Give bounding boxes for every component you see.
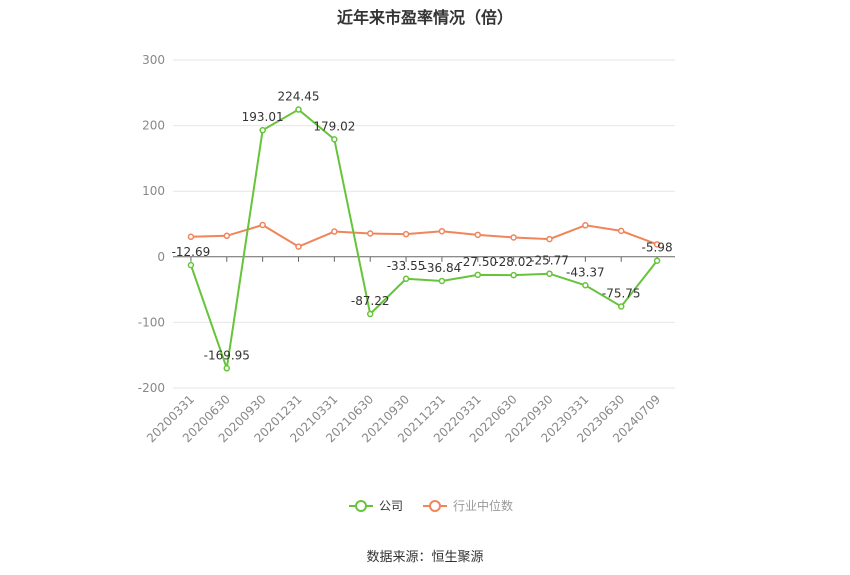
data-point	[546, 270, 553, 277]
data-point	[582, 222, 589, 229]
data-label: -33.55	[387, 259, 426, 273]
data-label: -28.02	[494, 255, 533, 269]
y-tick-label: 100	[142, 184, 165, 198]
chart-title: 近年来市盈率情况（倍）	[336, 8, 513, 27]
series-points	[187, 106, 661, 372]
series-lines	[189, 108, 658, 369]
data-point	[295, 106, 302, 113]
y-tick-label: -100	[138, 315, 165, 329]
data-point	[402, 230, 410, 238]
series-line	[189, 108, 658, 369]
data-point	[366, 310, 374, 318]
data-point	[331, 228, 338, 235]
legend-label: 公司	[379, 499, 403, 513]
data-point	[259, 126, 266, 134]
data-point	[223, 232, 231, 240]
y-axis-ticks: -200 -100 0 100 200 300	[138, 53, 165, 395]
data-point	[474, 271, 482, 279]
data-label: 179.02	[313, 119, 355, 133]
data-label: -43.37	[566, 265, 605, 279]
data-label: -87.22	[351, 294, 390, 308]
data-source: 数据来源：恒生聚源	[366, 550, 484, 565]
grid-lines	[173, 59, 675, 389]
legend-marker	[355, 500, 367, 512]
y-tick-label: -200	[138, 381, 165, 395]
y-tick-label: 200	[142, 119, 165, 133]
legend-marker	[429, 500, 441, 512]
data-label: -75.75	[602, 286, 641, 300]
data-point	[474, 231, 482, 239]
data-label: 193.01	[242, 110, 284, 124]
data-point	[653, 241, 661, 248]
data-point	[366, 230, 374, 237]
y-tick-label: 300	[142, 53, 165, 67]
series-line	[190, 223, 658, 248]
data-point	[438, 227, 446, 235]
data-label: -169.95	[204, 348, 250, 362]
data-point	[402, 275, 410, 283]
data-point	[223, 365, 231, 372]
y-tick-label: 0	[157, 250, 165, 264]
data-point	[438, 277, 446, 285]
data-point	[187, 233, 195, 241]
data-label: -25.77	[530, 254, 569, 268]
data-point	[259, 221, 266, 229]
data-point	[187, 261, 195, 269]
data-point	[295, 243, 302, 250]
data-point	[582, 282, 589, 289]
data-point	[546, 235, 553, 243]
data-label: -12.69	[172, 245, 211, 259]
data-point	[510, 271, 517, 279]
data-point	[510, 234, 517, 241]
data-labels: -12.69 -169.95 193.01 224.45 179.02 -87.22 -33…	[172, 90, 673, 363]
data-point	[653, 257, 661, 264]
data-point	[617, 227, 625, 235]
data-label: -5.98	[642, 241, 673, 255]
data-point	[617, 303, 625, 310]
data-point	[331, 136, 338, 143]
data-label: 224.45	[278, 90, 320, 104]
legend-label: 行业中位数	[453, 498, 513, 513]
legend: 公司 行业中位数	[349, 498, 513, 513]
data-label: -36.84	[423, 261, 462, 275]
data-label: -27.50	[458, 255, 497, 269]
